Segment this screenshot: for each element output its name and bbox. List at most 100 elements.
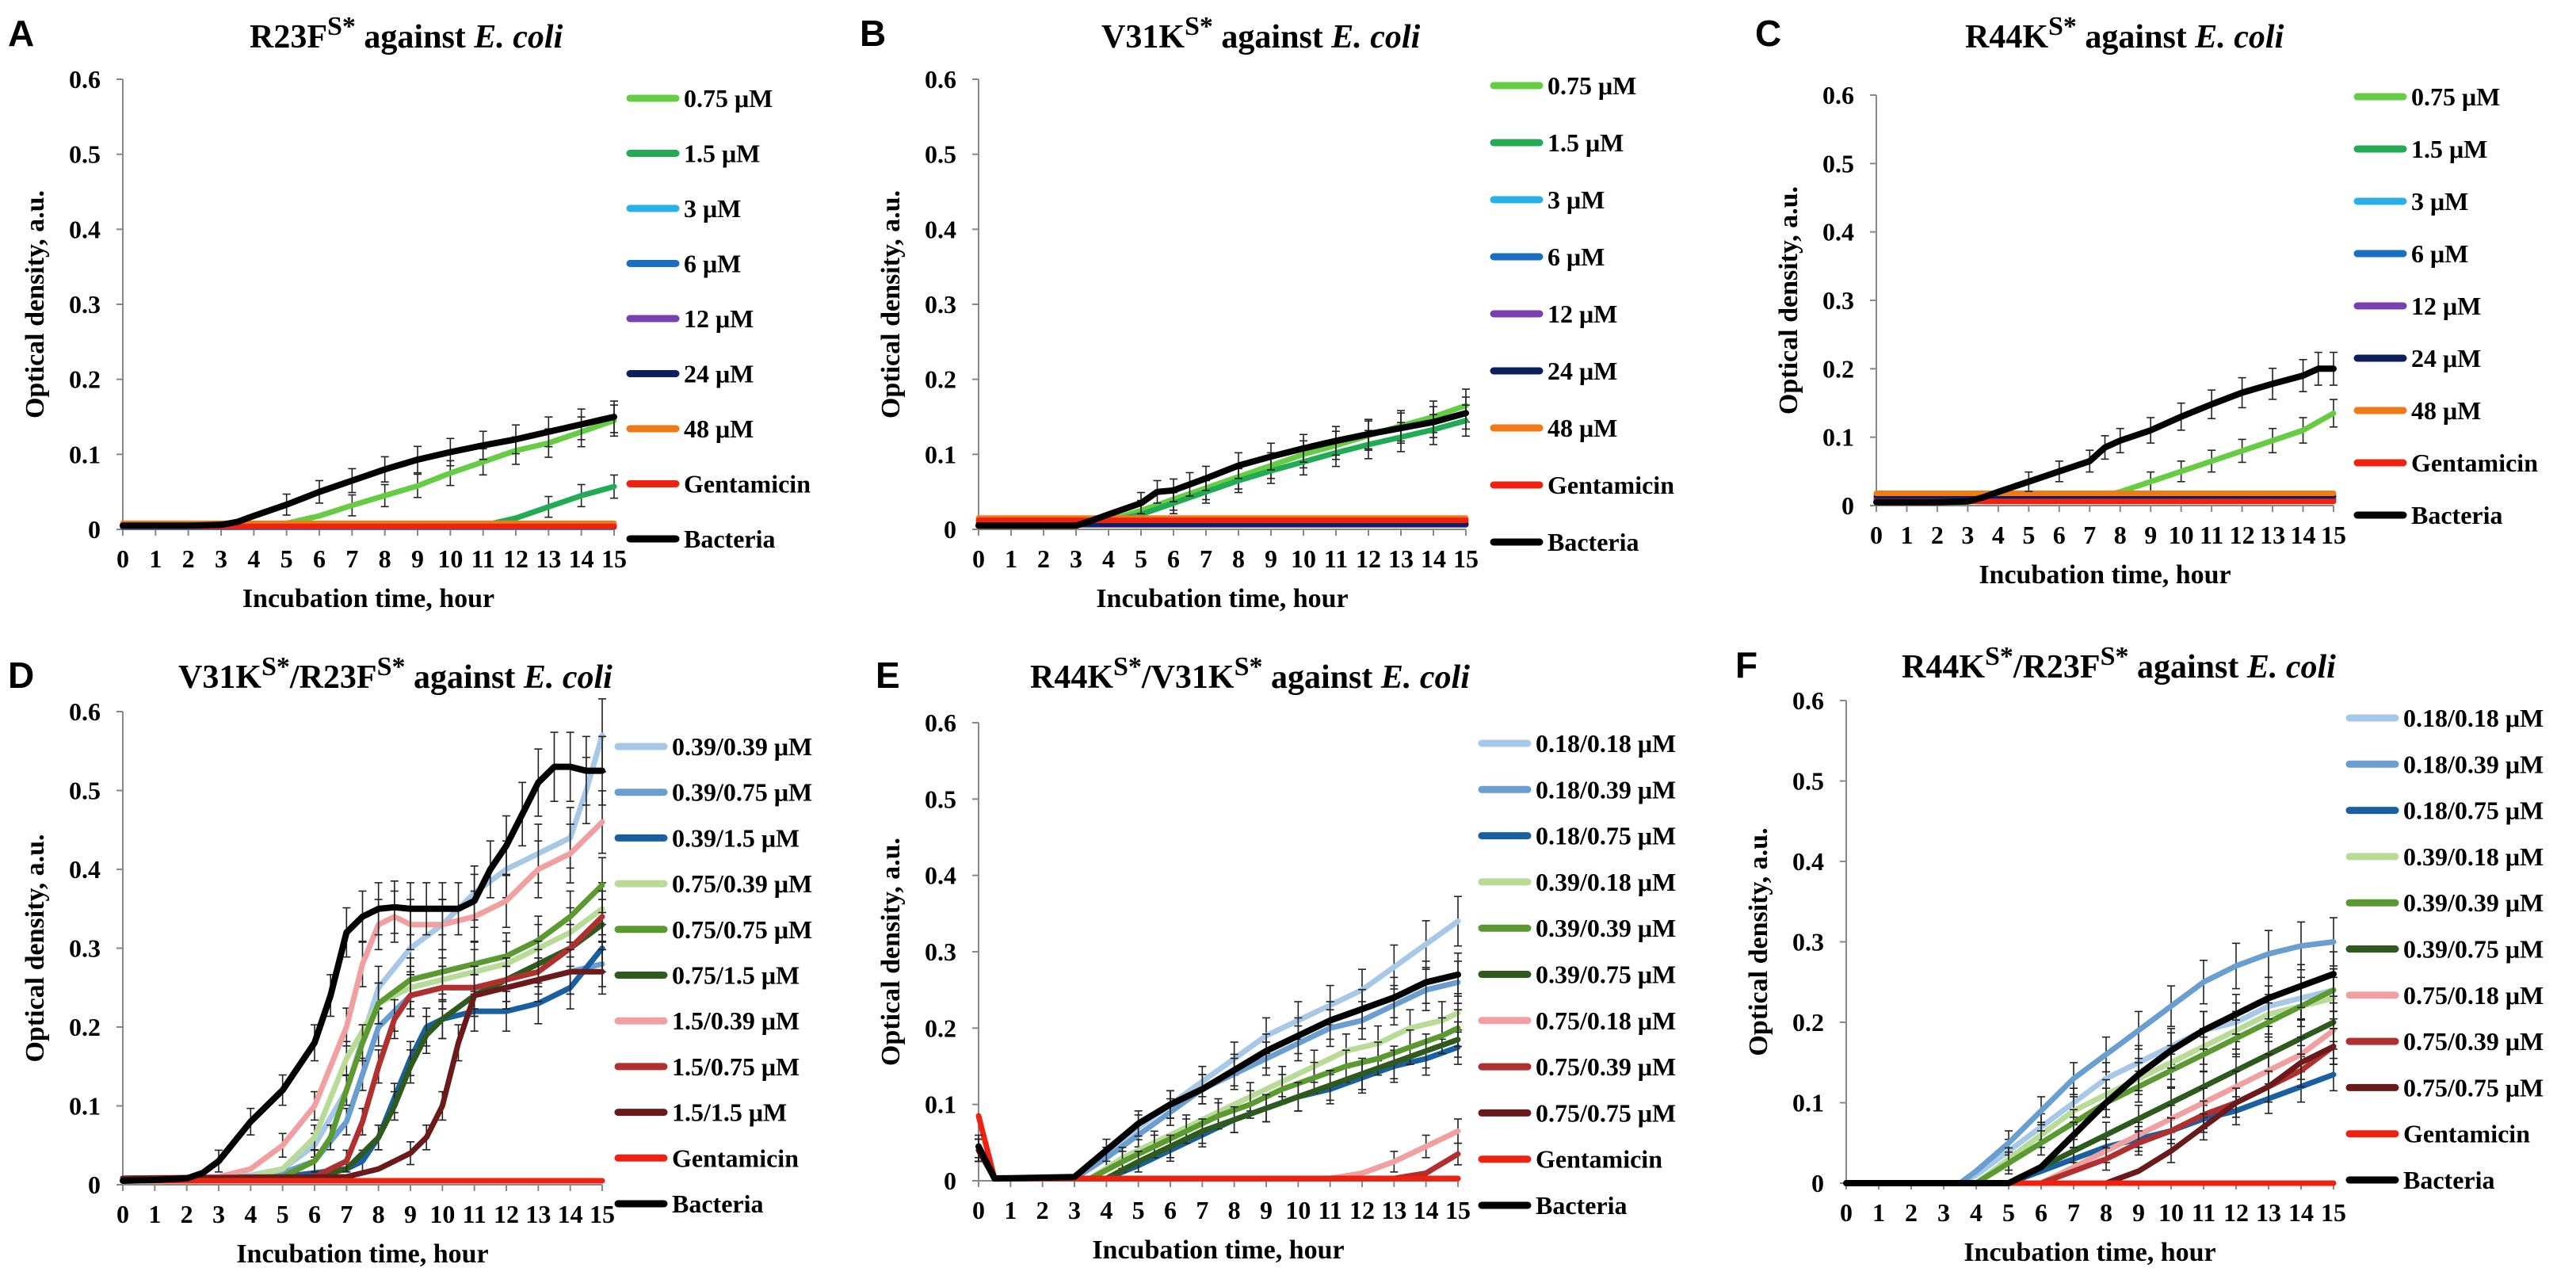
- x-tick-label: 0: [1840, 1198, 1853, 1227]
- series-0-39-0-75-m: [975, 1021, 1462, 1182]
- y-tick-label: 0.4: [1822, 218, 1854, 246]
- series-line: [1843, 1027, 2337, 1186]
- title-part: S*: [1113, 652, 1142, 682]
- legend-item: 0.39/0.75 μM: [2345, 935, 2544, 964]
- series-line: [120, 414, 617, 529]
- legend-label: 0.75 μM: [1548, 71, 1636, 100]
- legend-label: 0.39/0.39 μM: [2403, 888, 2544, 917]
- x-tick-label: 2: [182, 544, 195, 573]
- legend-item: 0.39/0.39 μM: [614, 732, 812, 761]
- x-tick-label: 8: [1228, 1196, 1241, 1224]
- legend-label: 12 μM: [1548, 300, 1617, 328]
- title-part: V31K: [1101, 19, 1185, 55]
- chart-title: R23FS* against E. coli: [250, 12, 563, 55]
- legend-item: 0.75/0.75 μM: [2345, 1073, 2544, 1102]
- x-tick-label: 4: [1102, 544, 1115, 573]
- y-tick-label: 0.6: [925, 708, 956, 737]
- legend-item: 1.5 μM: [2353, 135, 2487, 163]
- x-tick-label: 15: [590, 1200, 615, 1228]
- legend-label: 24 μM: [684, 360, 754, 388]
- y-axis-title: Optical density, a.u.: [21, 834, 50, 1062]
- legend: 0.18/0.18 μM 0.18/0.39 μM 0.18/0.75 μM 0.39…: [2345, 704, 2544, 1194]
- legend-label: Bacteria: [684, 525, 776, 553]
- legend-label: 6 μM: [2411, 239, 2468, 268]
- legend-item: 24 μM: [2353, 344, 2481, 372]
- y-tick-label: 0.5: [1792, 767, 1824, 796]
- series-0-75-0-75-m: [975, 1138, 1461, 1182]
- chart-title: R44KS* against E. coli: [1965, 12, 2284, 55]
- legend-item: Gentamicin: [1490, 471, 1674, 499]
- x-tick-label: 3: [1961, 521, 1974, 549]
- x-tick-label: 5: [1132, 1196, 1145, 1224]
- legend-item: 0.18/0.75 μM: [2345, 796, 2544, 825]
- x-tick-label: 11: [463, 1200, 487, 1228]
- series-bacteria: [975, 396, 1470, 529]
- chart-title: V31KS* against E. coli: [1101, 12, 1421, 55]
- title-part: S*: [1985, 642, 2013, 671]
- x-tick-label: 7: [2067, 1198, 2080, 1227]
- legend: 0.18/0.18 μM 0.18/0.39 μM 0.18/0.75 μM 0.39…: [1478, 729, 1676, 1220]
- legend-item: Gentamicin: [2353, 449, 2538, 477]
- x-tick-label: 15: [2321, 521, 2346, 549]
- legend: 0.75 μM 1.5 μM 3 μM 6 μM 12 μM 24 μM 48 μM Gent…: [1490, 71, 1674, 556]
- legend-label: 0.39/0.39 μM: [1536, 914, 1676, 942]
- y-tick-label: 0: [1841, 491, 1854, 520]
- legend-label: 0.75/0.75 μM: [1536, 1098, 1676, 1127]
- title-part: against: [406, 659, 524, 696]
- x-tick-label: 10: [1285, 1196, 1311, 1224]
- legend-label: 6 μM: [684, 250, 741, 278]
- legend-item: 0.75/0.18 μM: [2345, 981, 2544, 1010]
- y-tick-label: 0.6: [1792, 686, 1824, 715]
- legend-item: 6 μM: [626, 250, 741, 278]
- legend-label: Bacteria: [2403, 1166, 2495, 1194]
- series-0-39-0-75-m: [120, 940, 606, 1182]
- legend-item: Bacteria: [626, 525, 776, 553]
- legend-item: 0.75/0.75 μM: [1478, 1098, 1676, 1127]
- x-tick-label: 8: [379, 544, 391, 573]
- x-tick-label: 13: [1388, 544, 1414, 573]
- legend-label: 3 μM: [1548, 185, 1605, 214]
- legend-item: 0.18/0.18 μM: [1478, 729, 1676, 758]
- legend-label: Gentamicin: [684, 470, 811, 498]
- legend-label: Gentamicin: [1548, 471, 1674, 499]
- x-tick-label: 3: [1070, 544, 1082, 573]
- legend-label: 0.75 μM: [684, 84, 773, 113]
- y-tick-label: 0.3: [925, 290, 956, 319]
- title-part: S*: [1235, 652, 1263, 682]
- legend-label: 0.75/0.75 μM: [2403, 1073, 2544, 1102]
- legend-label: 0.39/0.18 μM: [2403, 842, 2544, 871]
- x-tick-label: 14: [569, 544, 594, 573]
- x-tick-label: 10: [437, 544, 463, 573]
- x-tick-label: 1: [148, 1200, 161, 1228]
- title-part: E. coli: [473, 19, 563, 55]
- series-bacteria: [120, 400, 618, 529]
- series-0-75-m: [975, 388, 1470, 526]
- legend-item: 6 μM: [1490, 242, 1605, 271]
- legend-item: 0.18/0.39 μM: [2345, 750, 2544, 778]
- series-line: [120, 819, 605, 1182]
- y-tick-label: 0.3: [925, 937, 956, 966]
- legend-label: 0.75/1.5 μM: [672, 961, 800, 990]
- x-tick-label: 7: [345, 544, 358, 573]
- x-tick-label: 5: [280, 544, 293, 573]
- legend-label: 24 μM: [2411, 344, 2481, 372]
- legend-label: 0.75/0.75 μM: [672, 915, 812, 944]
- y-tick-label: 0.1: [925, 1090, 956, 1119]
- x-tick-label: 8: [2114, 521, 2127, 549]
- series-line: [975, 1128, 1461, 1182]
- series-line: [120, 968, 605, 1182]
- x-tick-label: 14: [1414, 1196, 1439, 1224]
- y-tick-label: 0.3: [69, 290, 101, 319]
- title-part: S*: [1185, 12, 1213, 41]
- series-1-5-1-5-m: [120, 949, 606, 1182]
- legend-label: Bacteria: [672, 1189, 764, 1218]
- x-tick-label: 11: [1324, 544, 1348, 573]
- title-part: S*: [2101, 642, 2129, 671]
- x-tick-label: 12: [503, 544, 529, 573]
- title-part: R23F: [250, 19, 327, 55]
- x-tick-label: 3: [212, 1200, 225, 1228]
- y-axis-title: Optical density, a.u.: [21, 190, 50, 418]
- legend-item: Bacteria: [2353, 501, 2503, 529]
- x-axis-title: Incubation time, hour: [1096, 584, 1348, 613]
- legend-item: 0.39/0.75 μM: [1478, 960, 1676, 989]
